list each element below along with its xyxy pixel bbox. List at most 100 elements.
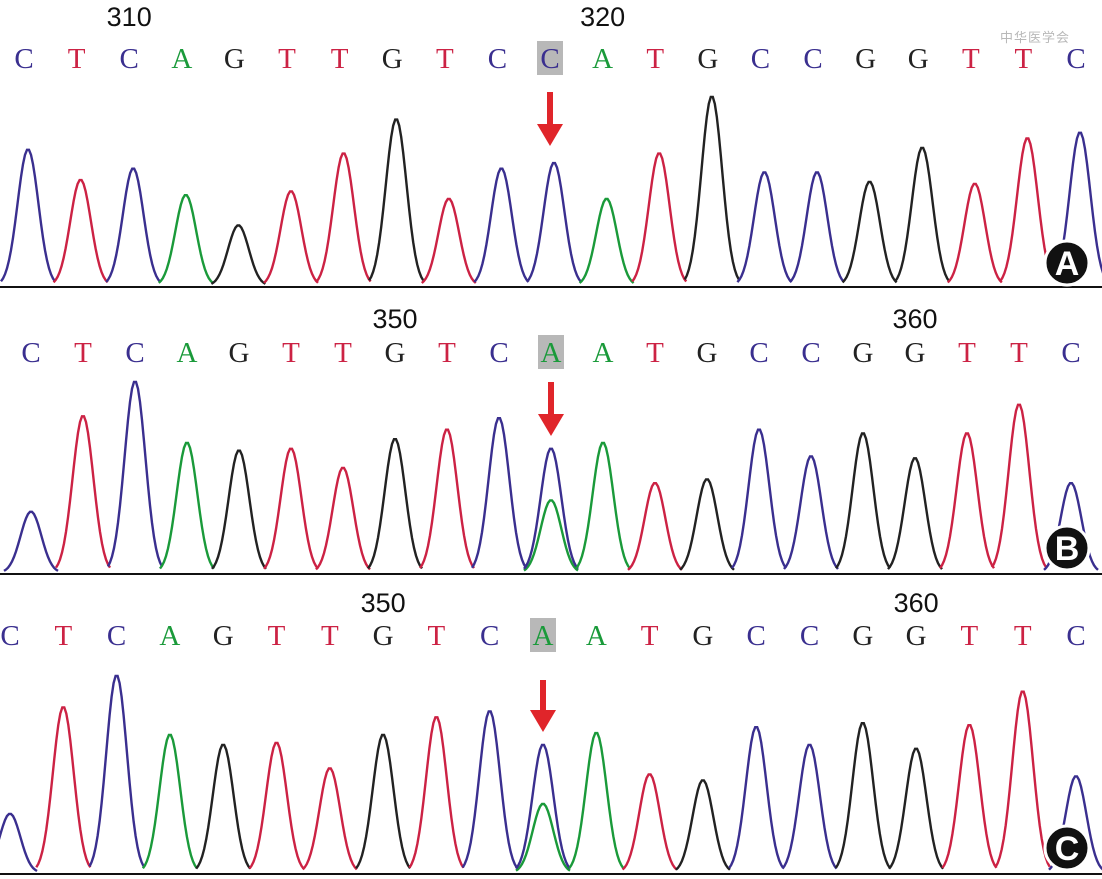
base-letter: C bbox=[488, 43, 507, 75]
base-letter: T bbox=[1010, 337, 1028, 369]
base-letter: C bbox=[1066, 620, 1085, 652]
trace-peak bbox=[106, 380, 164, 568]
base-letter: T bbox=[268, 620, 286, 652]
position-number: 350 bbox=[361, 588, 406, 618]
base-letter: C bbox=[480, 620, 499, 652]
base-letter: G bbox=[908, 43, 929, 75]
base-letter: C bbox=[0, 620, 19, 652]
trace-peak bbox=[35, 706, 92, 868]
base-letter: C bbox=[803, 43, 822, 75]
base-letter: G bbox=[692, 620, 713, 652]
trace-peak bbox=[736, 171, 793, 283]
trace-peak bbox=[0, 148, 56, 282]
base-letter: T bbox=[438, 337, 456, 369]
base-letter: C bbox=[747, 620, 766, 652]
trace-peak bbox=[263, 447, 319, 570]
base-letter: A bbox=[171, 43, 192, 75]
trace-peak bbox=[941, 724, 998, 869]
base-letter: A bbox=[177, 337, 198, 369]
base-letter: G bbox=[382, 43, 403, 75]
base-letter: G bbox=[852, 620, 873, 652]
base-letter: T bbox=[962, 43, 980, 75]
trace-peak bbox=[461, 710, 518, 869]
base-letter: G bbox=[373, 620, 394, 652]
trace-peak bbox=[990, 403, 1048, 568]
base-letter: G bbox=[224, 43, 245, 75]
trace-peak bbox=[731, 428, 787, 569]
trace-peak bbox=[211, 449, 267, 570]
base-letter: G bbox=[697, 43, 718, 75]
base-letter: T bbox=[646, 43, 664, 75]
trace-peak bbox=[675, 779, 731, 871]
position-number: 310 bbox=[107, 2, 152, 32]
trace-peak bbox=[159, 441, 215, 570]
trace-peak bbox=[783, 455, 839, 570]
base-letter: T bbox=[1015, 43, 1033, 75]
highlight-box bbox=[530, 618, 556, 652]
trace-peak bbox=[419, 428, 475, 569]
trace-peak bbox=[315, 466, 371, 571]
trace-peak bbox=[523, 447, 579, 570]
arrow-down-icon bbox=[530, 710, 556, 732]
trace-peak bbox=[621, 773, 678, 871]
base-letter: G bbox=[905, 337, 926, 369]
panel-label: B bbox=[1055, 530, 1080, 568]
base-letter: C bbox=[489, 337, 508, 369]
trace-peak bbox=[526, 161, 582, 283]
trace-peak bbox=[54, 415, 112, 569]
base-letter: C bbox=[800, 620, 819, 652]
trace-peak bbox=[575, 441, 631, 570]
base-letter: T bbox=[331, 43, 349, 75]
trace-peak bbox=[568, 731, 625, 869]
base-letter: G bbox=[855, 43, 876, 75]
trace-peak bbox=[888, 747, 945, 870]
base-letter: C bbox=[751, 43, 770, 75]
trace-peak bbox=[887, 457, 943, 570]
trace-peak bbox=[52, 178, 109, 284]
trace-peak bbox=[835, 432, 891, 569]
arrow-down-icon bbox=[538, 414, 564, 436]
trace-peak bbox=[210, 224, 267, 285]
trace-peak bbox=[999, 137, 1056, 282]
panel-badge bbox=[1043, 239, 1091, 287]
trace-peak bbox=[946, 182, 1003, 284]
trace-peak bbox=[420, 197, 477, 284]
position-number: 360 bbox=[894, 588, 939, 618]
base-letter: C bbox=[125, 337, 144, 369]
base-letter: T bbox=[334, 337, 352, 369]
trace-peak bbox=[679, 478, 735, 571]
trace-peak bbox=[631, 152, 688, 283]
trace-peak bbox=[841, 180, 898, 284]
trace-peak bbox=[88, 674, 145, 867]
base-letter: C bbox=[1061, 337, 1080, 369]
trace-peak bbox=[470, 417, 528, 569]
trace-peak bbox=[408, 716, 465, 869]
secondary-peak bbox=[515, 802, 571, 872]
position-number: 320 bbox=[580, 2, 625, 32]
trace-peak bbox=[368, 118, 425, 281]
trace-peak bbox=[578, 197, 635, 284]
base-letter: T bbox=[54, 620, 72, 652]
base-letter: T bbox=[282, 337, 300, 369]
trace-peak bbox=[789, 171, 845, 283]
base-letter: C bbox=[120, 43, 139, 75]
base-letter: G bbox=[697, 337, 718, 369]
arrow-down-icon bbox=[537, 124, 563, 146]
highlight-box bbox=[537, 41, 563, 75]
base-letter: G bbox=[853, 337, 874, 369]
trace-peak bbox=[157, 194, 214, 284]
base-letter: A bbox=[159, 620, 180, 652]
trace-peak bbox=[315, 152, 372, 283]
base-letter: C bbox=[540, 43, 559, 75]
base-letter: G bbox=[385, 337, 406, 369]
base-letter: G bbox=[906, 620, 927, 652]
base-letter: T bbox=[278, 43, 296, 75]
trace-peak bbox=[355, 733, 412, 869]
trace-peak bbox=[248, 741, 305, 870]
trace-peak bbox=[367, 438, 423, 570]
trace-peak bbox=[473, 167, 530, 283]
panel-label: C bbox=[1055, 830, 1080, 868]
